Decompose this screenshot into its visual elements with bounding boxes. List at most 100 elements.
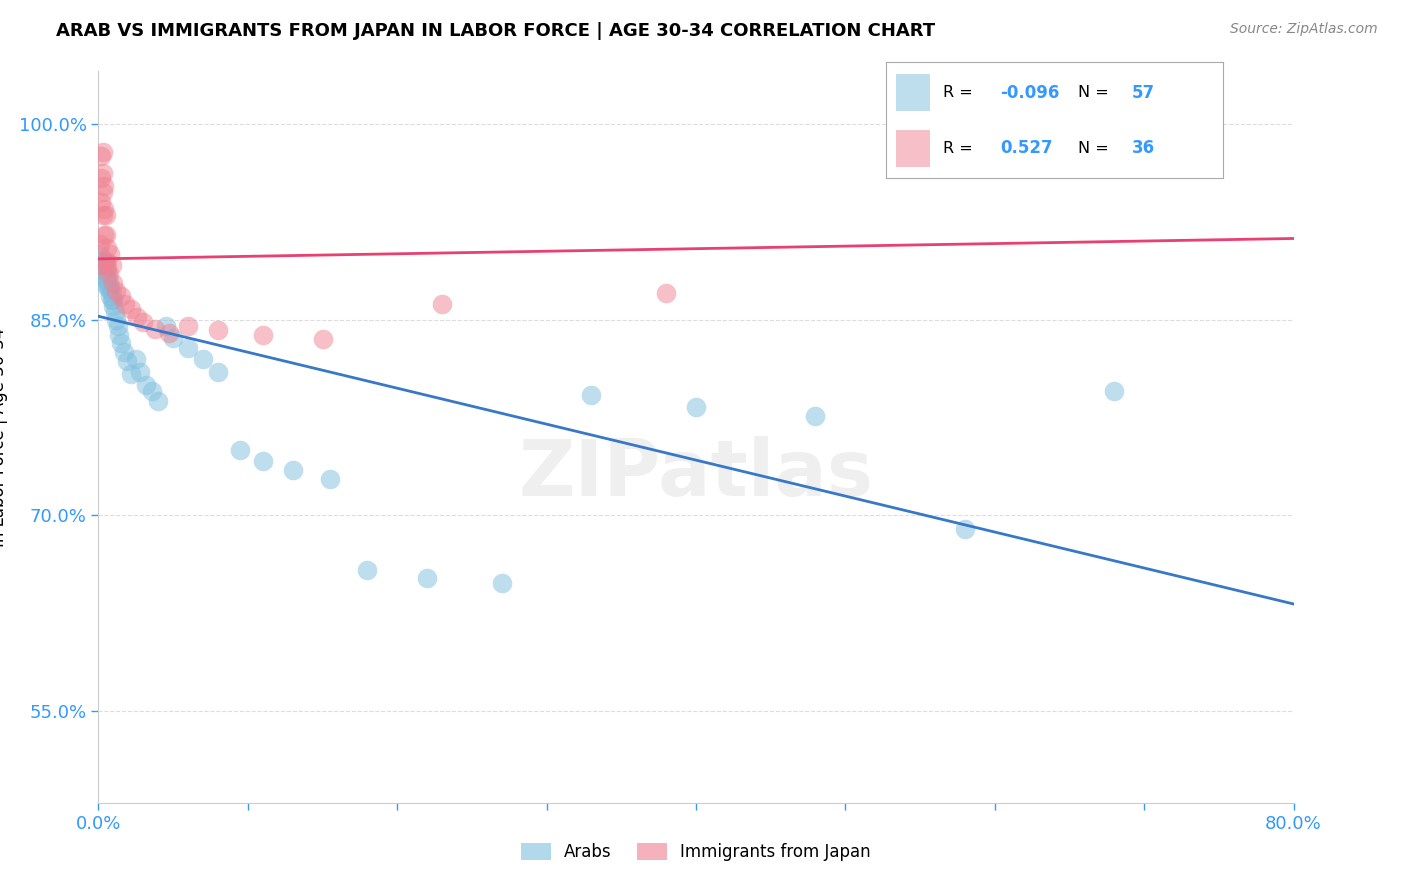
Point — [93, 179, 115, 194]
Point — [96, 280, 118, 294]
Point — [93, 270, 115, 285]
Point — [97, 276, 120, 290]
Text: -0.096: -0.096 — [1001, 84, 1060, 102]
Point — [105, 312, 128, 326]
Point — [89, 258, 111, 272]
Point — [89, 247, 111, 261]
Point — [93, 227, 115, 242]
Point — [91, 267, 114, 281]
Point — [1059, 127, 1081, 141]
Point — [96, 267, 118, 281]
Point — [97, 283, 120, 297]
Point — [96, 260, 118, 275]
Point — [107, 319, 129, 334]
Point — [98, 247, 122, 261]
FancyBboxPatch shape — [896, 129, 929, 167]
Point — [105, 284, 128, 298]
Point — [97, 267, 120, 281]
Point — [90, 253, 112, 268]
Point — [581, 388, 603, 402]
Point — [93, 202, 115, 216]
FancyBboxPatch shape — [896, 74, 929, 112]
Point — [110, 336, 132, 351]
Point — [356, 563, 378, 577]
Point — [135, 377, 157, 392]
Point — [120, 368, 142, 382]
Y-axis label: In Labor Force | Age 30-34: In Labor Force | Age 30-34 — [0, 327, 7, 547]
Point — [311, 332, 333, 346]
Point — [103, 276, 125, 290]
Point — [90, 264, 112, 278]
Point — [430, 297, 453, 311]
Point — [115, 354, 138, 368]
Point — [94, 208, 117, 222]
Point — [103, 300, 125, 314]
Point — [416, 571, 439, 585]
Point — [110, 289, 132, 303]
Text: 57: 57 — [1132, 84, 1156, 102]
Text: 36: 36 — [1132, 139, 1156, 157]
Point — [93, 264, 115, 278]
Text: 0.527: 0.527 — [1001, 139, 1053, 157]
Point — [89, 236, 111, 251]
Point — [90, 149, 112, 163]
Point — [127, 310, 149, 324]
Point — [148, 393, 170, 408]
Point — [108, 328, 131, 343]
Point — [120, 302, 142, 317]
Point — [94, 227, 117, 242]
Point — [129, 365, 152, 379]
Point — [141, 384, 163, 399]
Text: ARAB VS IMMIGRANTS FROM JAPAN IN LABOR FORCE | AGE 30-34 CORRELATION CHART: ARAB VS IMMIGRANTS FROM JAPAN IN LABOR F… — [56, 22, 935, 40]
Point — [93, 253, 115, 268]
Text: ZIPatlas: ZIPatlas — [519, 435, 873, 512]
Point — [685, 400, 707, 414]
Text: N =: N = — [1078, 85, 1114, 100]
Point — [93, 260, 115, 275]
Point — [98, 280, 122, 294]
Text: Source: ZipAtlas.com: Source: ZipAtlas.com — [1230, 22, 1378, 37]
Point — [125, 351, 148, 366]
Point — [207, 365, 229, 379]
Point — [804, 409, 827, 424]
Point — [91, 263, 114, 277]
Point — [91, 208, 114, 222]
Point — [91, 185, 114, 199]
Point — [143, 321, 166, 335]
Point — [191, 351, 214, 366]
Point — [101, 286, 124, 301]
Point — [94, 263, 117, 277]
Text: R =: R = — [943, 141, 979, 156]
Point — [157, 326, 180, 340]
Point — [91, 166, 114, 180]
Point — [101, 258, 124, 272]
Point — [114, 297, 136, 311]
Point — [94, 256, 117, 270]
Point — [91, 260, 114, 275]
Text: N =: N = — [1078, 141, 1114, 156]
Point — [229, 443, 252, 458]
Point — [90, 258, 112, 272]
Point — [132, 315, 155, 329]
Point — [162, 331, 184, 345]
Point — [94, 270, 117, 285]
Point — [177, 341, 200, 355]
Point — [98, 289, 122, 303]
Point — [91, 256, 114, 270]
Point — [491, 576, 513, 591]
Point — [91, 145, 114, 160]
Text: R =: R = — [943, 85, 979, 100]
Point — [155, 319, 177, 334]
Point — [281, 463, 304, 477]
Point — [177, 319, 200, 334]
Point — [94, 276, 117, 290]
Point — [655, 286, 678, 301]
Point — [112, 345, 135, 359]
Point — [90, 194, 112, 209]
Point — [96, 241, 118, 255]
Point — [252, 328, 274, 343]
Point — [94, 253, 117, 268]
Point — [90, 171, 112, 186]
Point — [104, 304, 127, 318]
Point — [953, 522, 976, 536]
